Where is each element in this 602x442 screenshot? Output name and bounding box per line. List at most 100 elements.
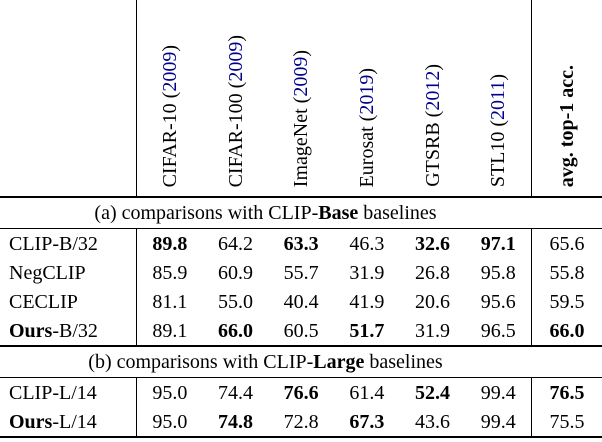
section-caption-band: (b) comparisons with CLIP-Large baseline… (0, 347, 602, 378)
value-cell: 89.8 (152, 232, 188, 255)
value-cell: 60.5 (283, 319, 319, 342)
section-caption-text: (b) comparisons with CLIP-Large baseline… (0, 352, 531, 372)
column-header-cifar-100: CIFAR-100 (2009) (203, 0, 269, 196)
avg-value-cell: 55.8 (531, 258, 602, 287)
table-row: CLIP-L/14 95.0 74.4 76.6 61.4 52.4 99.4 76.5 (0, 378, 602, 407)
value-cell: 60.9 (218, 261, 253, 284)
value-cell: 41.9 (349, 290, 385, 313)
section-rows: CLIP-L/14 95.0 74.4 76.6 61.4 52.4 99.4 76.5 Our… (0, 378, 602, 438)
avg-value-cell: 59.5 (531, 287, 602, 316)
value-cell: 85.9 (152, 261, 188, 284)
value-cell: 40.4 (283, 290, 319, 313)
value-cell: 99.4 (480, 410, 516, 433)
value-cell: 51.7 (349, 319, 385, 342)
avg-value-cell: 75.5 (531, 407, 602, 436)
column-header-text: CIFAR-100 (2009) (224, 34, 247, 187)
row-values: 85.9 60.9 55.7 31.9 26.8 95.8 (137, 258, 531, 287)
value-cell: 74.4 (218, 381, 253, 404)
row-label-part: Ours (9, 410, 53, 433)
avg-top1-acc-label: avg. top-1 acc. (556, 64, 578, 187)
table-row: CLIP-B/32 89.8 64.2 63.3 46.3 32.6 97.1 65.6 (0, 229, 602, 258)
table-row: Ours -L/14 95.0 74.8 72.8 67.3 43.6 99.4 75.5 (0, 407, 602, 436)
value-cell: 72.8 (283, 410, 319, 433)
value-cell: 89.1 (152, 319, 188, 342)
header-empty-cell (0, 0, 137, 196)
column-header-eurosat: Eurosat (2019) (334, 0, 400, 196)
caption-bold: Large (313, 351, 365, 373)
value-cell: 81.1 (152, 290, 188, 313)
section-caption-band: (a) comparisons with CLIP-Base baselines (0, 198, 602, 229)
column-header-imagenet: ImageNet (2009) (268, 0, 334, 196)
column-header-text: Eurosat (2019) (355, 68, 378, 187)
value-cell: 64.2 (218, 232, 253, 255)
citation-year-link[interactable]: 2009 (158, 51, 181, 92)
dataset-name: CIFAR-100 ( (224, 81, 247, 187)
citation-year-link[interactable]: 2009 (224, 41, 247, 82)
value-cell: 43.6 (415, 410, 451, 433)
value-cell: 76.6 (283, 381, 319, 404)
close-paren: ) (290, 49, 313, 57)
value-cell: 63.3 (283, 232, 319, 255)
row-label-part: NegCLIP (9, 261, 86, 284)
row-values: 89.1 66.0 60.5 51.7 31.9 96.5 (137, 316, 531, 345)
caption-suffix: baselines (358, 202, 437, 224)
column-header-text: GTSRB (2012) (421, 64, 444, 187)
row-label: CLIP-L/14 (0, 378, 137, 407)
value-cell: 66.0 (218, 319, 253, 342)
dataset-name: ImageNet ( (290, 96, 313, 187)
dataset-name: GTSRB ( (421, 110, 444, 187)
row-label: Ours -L/14 (0, 407, 137, 436)
dataset-name: STL10 ( (487, 119, 510, 187)
row-label: Ours -B/32 (0, 316, 137, 345)
citation-year-link[interactable]: 2009 (290, 56, 313, 97)
row-values: 89.8 64.2 63.3 46.3 32.6 97.1 (137, 229, 531, 258)
row-label: NegCLIP (0, 258, 137, 287)
value-cell: 95.0 (152, 410, 188, 433)
dataset-name: Eurosat ( (355, 114, 378, 187)
value-cell: 95.8 (480, 261, 516, 284)
row-values: 95.0 74.8 72.8 67.3 43.6 99.4 (137, 407, 531, 436)
close-paren: ) (487, 73, 510, 81)
value-cell: 95.6 (480, 290, 516, 313)
column-header-stl10: STL10 (2011) (465, 0, 531, 196)
row-values: 81.1 55.0 40.4 41.9 20.6 95.6 (137, 287, 531, 316)
avg-value-cell: 65.6 (531, 229, 602, 258)
caption-suffix: baselines (364, 351, 443, 373)
caption-prefix: (a) comparisons with CLIP- (94, 202, 319, 224)
value-cell: 20.6 (415, 290, 451, 313)
column-header-gtsrb: GTSRB (2012) (400, 0, 466, 196)
column-header-text: ImageNet (2009) (290, 49, 313, 187)
column-header-cifar-10: CIFAR-10 (2009) (137, 0, 203, 196)
value-cell: 46.3 (349, 232, 385, 255)
table-row: NegCLIP 85.9 60.9 55.7 31.9 26.8 95.8 55.8 (0, 258, 602, 287)
table-row: CECLIP 81.1 55.0 40.4 41.9 20.6 95.6 59.5 (0, 287, 602, 316)
close-paren: ) (224, 34, 247, 42)
value-cell: 74.8 (218, 410, 253, 433)
header-dataset-columns: CIFAR-10 (2009) CIFAR-100 (2009) ImageNet … (137, 0, 531, 196)
value-cell: 32.6 (415, 232, 451, 255)
value-cell: 31.9 (415, 319, 451, 342)
caption-prefix: (b) comparisons with CLIP- (88, 351, 314, 373)
value-cell: 95.0 (152, 381, 188, 404)
row-label-part: CLIP-L/14 (9, 381, 97, 404)
value-cell: 55.7 (283, 261, 319, 284)
table-header: CIFAR-10 (2009) CIFAR-100 (2009) ImageNet … (0, 0, 602, 198)
row-label-part: CECLIP (9, 290, 78, 313)
row-values: 95.0 74.4 76.6 61.4 52.4 99.4 (137, 378, 531, 407)
row-label: CECLIP (0, 287, 137, 316)
header-avg-column: avg. top-1 acc. (531, 0, 602, 196)
value-cell: 55.0 (218, 290, 253, 313)
avg-value-cell: 66.0 (531, 316, 602, 345)
citation-year-link[interactable]: 2012 (421, 70, 444, 111)
sections-container: (a) comparisons with CLIP-Base baselines… (0, 198, 602, 438)
citation-year-link[interactable]: 2019 (355, 74, 378, 115)
value-cell: 97.1 (480, 232, 516, 255)
close-paren: ) (421, 64, 444, 71)
avg-value-cell: 76.5 (531, 378, 602, 407)
value-cell: 26.8 (415, 261, 451, 284)
row-label-part: -B/32 (52, 319, 98, 342)
citation-year-link[interactable]: 2011 (487, 80, 510, 120)
table-row: Ours -B/32 89.1 66.0 60.5 51.7 31.9 96.5 66.0 (0, 316, 602, 345)
dataset-name: CIFAR-10 ( (158, 91, 181, 187)
